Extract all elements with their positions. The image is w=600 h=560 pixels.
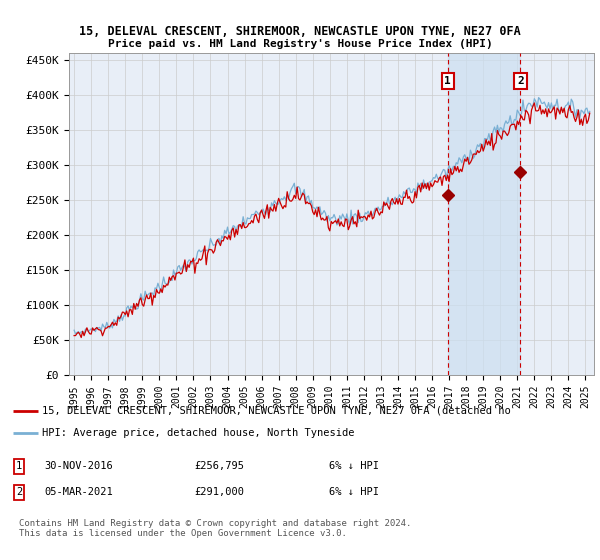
Text: 15, DELEVAL CRESCENT, SHIREMOOR, NEWCASTLE UPON TYNE, NE27 0FA (detached ho: 15, DELEVAL CRESCENT, SHIREMOOR, NEWCAST… [43,406,511,416]
Text: Contains HM Land Registry data © Crown copyright and database right 2024.
This d: Contains HM Land Registry data © Crown c… [19,519,412,538]
Text: 30-NOV-2016: 30-NOV-2016 [44,461,113,472]
Text: 6% ↓ HPI: 6% ↓ HPI [329,487,379,497]
Text: 2: 2 [16,487,22,497]
Text: Price paid vs. HM Land Registry's House Price Index (HPI): Price paid vs. HM Land Registry's House … [107,39,493,49]
Text: £291,000: £291,000 [194,487,244,497]
Text: £256,795: £256,795 [194,461,244,472]
Text: 15, DELEVAL CRESCENT, SHIREMOOR, NEWCASTLE UPON TYNE, NE27 0FA: 15, DELEVAL CRESCENT, SHIREMOOR, NEWCAST… [79,25,521,38]
Text: 1: 1 [16,461,22,472]
Text: 05-MAR-2021: 05-MAR-2021 [44,487,113,497]
Text: 2: 2 [517,76,524,86]
Text: HPI: Average price, detached house, North Tyneside: HPI: Average price, detached house, Nort… [43,428,355,438]
Bar [448,53,520,375]
Text: 1: 1 [445,76,451,86]
Text: 6% ↓ HPI: 6% ↓ HPI [329,461,379,472]
